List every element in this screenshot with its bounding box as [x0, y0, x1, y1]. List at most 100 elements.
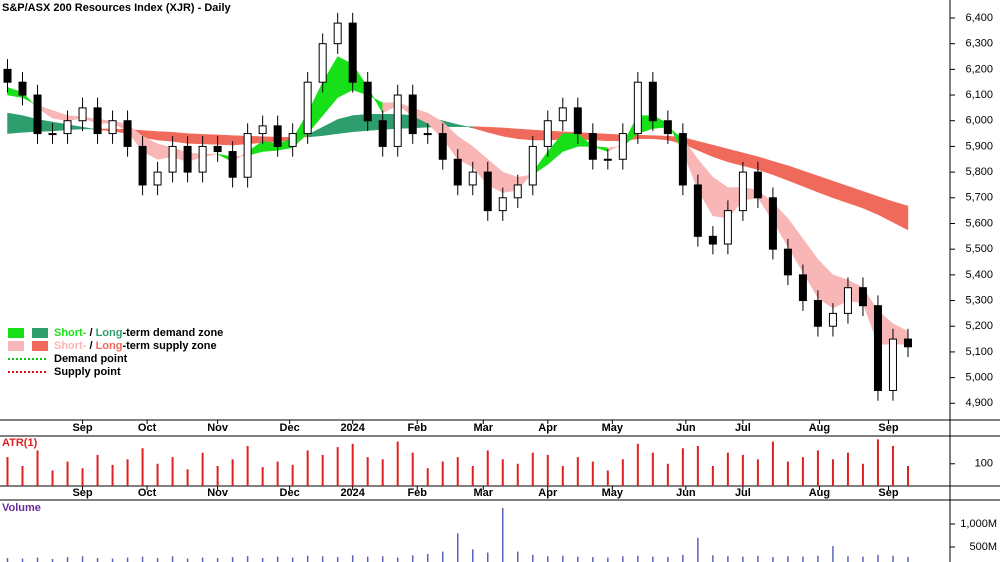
candle-body [693, 184, 702, 237]
candle-body [408, 94, 417, 135]
candle-body [288, 133, 297, 147]
x-tick-label: Sep [72, 422, 92, 434]
long-zone [892, 201, 909, 231]
x-tick-label: 2024 [340, 422, 365, 434]
y-tick-label: 5,600 [965, 217, 993, 229]
candle-body [543, 120, 552, 147]
candle-body [588, 133, 597, 160]
candle-body [198, 145, 207, 173]
x-tick-label: Nov [207, 487, 229, 499]
x-tick-label: Aug [809, 487, 830, 499]
candle-body [873, 305, 882, 391]
x-tick-label: Apr [538, 487, 558, 499]
candle-body [528, 145, 537, 186]
x-tick-label: May [602, 487, 624, 499]
candle-body [78, 107, 87, 122]
legend-text: -term supply zone [122, 340, 216, 352]
x-tick-label: Sep [878, 422, 898, 434]
candle-body [858, 287, 867, 307]
long-zone [7, 112, 23, 134]
candle-body [828, 312, 837, 327]
legend-swatch [32, 341, 48, 351]
y-tick-label: 5,400 [965, 269, 993, 281]
candle-body [348, 22, 357, 83]
candle-body [108, 120, 117, 135]
candle-body [888, 338, 897, 391]
candle-body [48, 133, 57, 136]
x-tick-label: Sep [72, 487, 92, 499]
y-tick-label: 6,100 [965, 89, 993, 101]
y-tick-label: 6,400 [965, 12, 993, 24]
x-tick-label: Oct [138, 487, 157, 499]
candle-body [153, 171, 162, 186]
candle-body [303, 81, 312, 135]
x-tick-label: Jun [676, 487, 696, 499]
y-tick-label: 5,000 [965, 372, 993, 384]
legend-text: Short- [54, 327, 87, 339]
candle-body [138, 145, 147, 186]
candle-body [843, 287, 852, 314]
volume-label: Volume [2, 502, 41, 514]
x-tick-label: Feb [407, 487, 427, 499]
candle-body [183, 145, 192, 173]
x-tick-label: Apr [538, 422, 558, 434]
candle-body [228, 151, 237, 178]
candle-body [753, 171, 762, 199]
x-tick-label: Mar [473, 487, 493, 499]
y-tick-label: 5,900 [965, 140, 993, 152]
candle-body [393, 94, 402, 147]
x-tick-label: May [602, 422, 624, 434]
long-zone [202, 134, 218, 145]
candle-body [363, 81, 372, 122]
legend-text: / [86, 327, 95, 339]
candle-body [423, 133, 432, 136]
legend-text: / [86, 340, 95, 352]
legend-text: Long [96, 327, 123, 339]
legend-swatch [32, 328, 48, 338]
candle-body [453, 158, 462, 186]
candle-body [243, 133, 252, 178]
legend-swatch [8, 341, 24, 351]
candle-body [483, 171, 492, 212]
x-tick-label: Jul [735, 487, 751, 499]
chart-title: S&P/ASX 200 Resources Index (XJR) - Dail… [2, 2, 232, 14]
y-tick-label: 5,800 [965, 166, 993, 178]
candle-body [663, 120, 672, 135]
x-tick-label: 2024 [340, 487, 365, 499]
y-tick-label: 5,300 [965, 294, 993, 306]
long-zone [637, 134, 654, 139]
legend-text: Supply point [54, 366, 121, 378]
legend-label: Short- / Long-term demand zone [54, 327, 223, 339]
legend-swatch [8, 328, 24, 338]
candle-body [438, 133, 447, 160]
y-tick-label: 5,700 [965, 192, 993, 204]
long-zone [217, 134, 233, 146]
candle-body [648, 81, 657, 122]
x-tick-label: Jun [676, 422, 696, 434]
candle-body [783, 248, 792, 276]
y-tick-label: 4,900 [965, 397, 993, 409]
long-zone [187, 133, 203, 145]
candle-body [93, 107, 102, 135]
y-tick-label: 6,000 [965, 115, 993, 127]
y-tick-label: 6,200 [965, 63, 993, 75]
atr-label: ATR(1) [2, 437, 38, 449]
long-zone [172, 132, 188, 144]
candle-body [573, 107, 582, 135]
candle-body [498, 197, 507, 212]
legend-text: Long [96, 340, 123, 352]
candle-body [618, 133, 627, 160]
x-tick-label: Dec [280, 487, 300, 499]
candle-body [633, 81, 642, 135]
candle-body [558, 107, 567, 122]
candle-body [513, 184, 522, 199]
candle-body [63, 120, 72, 135]
legend-label: Short- / Long-term supply zone [54, 340, 217, 352]
x-tick-label: Oct [138, 422, 157, 434]
legend-text: Demand point [54, 353, 128, 365]
volume-tick-label: 500M [969, 541, 997, 553]
candle-body [258, 125, 267, 135]
x-tick-label: Jul [735, 422, 751, 434]
